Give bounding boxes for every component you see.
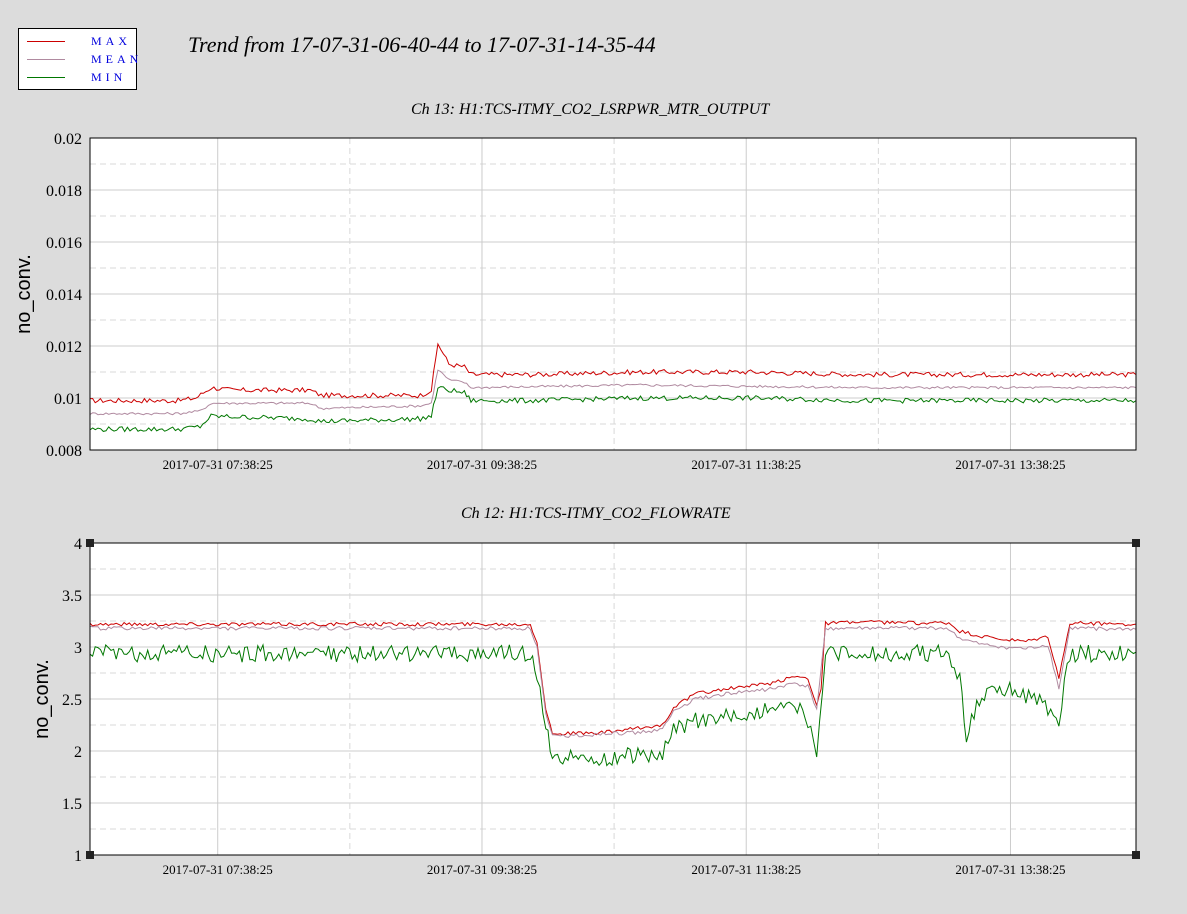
x-tick-label: 2017-07-31 11:38:25 bbox=[691, 862, 801, 877]
legend-item-mean: MEAN bbox=[27, 52, 138, 68]
y-tick-label: 0.018 bbox=[46, 183, 82, 200]
legend-label-mean: MEAN bbox=[91, 52, 143, 66]
legend-label-max: MAX bbox=[91, 34, 132, 48]
y-tick-label: 0.02 bbox=[54, 131, 82, 148]
resize-handle[interactable] bbox=[1132, 851, 1140, 859]
resize-handle[interactable] bbox=[86, 539, 94, 547]
y-tick-label: 0.016 bbox=[46, 235, 82, 252]
y-tick-label: 0.014 bbox=[46, 287, 82, 304]
x-tick-label: 2017-07-31 13:38:25 bbox=[955, 457, 1065, 472]
legend-swatch-min bbox=[27, 77, 65, 78]
y-tick-label: 1 bbox=[74, 848, 82, 865]
series-line-min bbox=[89, 643, 1137, 767]
y-tick-label: 1.5 bbox=[62, 796, 82, 813]
y-tick-label: 0.01 bbox=[54, 391, 82, 408]
page-title: Trend from 17-07-31-06-40-44 to 17-07-31… bbox=[188, 32, 656, 57]
y-tick-label: 0.008 bbox=[46, 443, 82, 460]
y-tick-label: 2.5 bbox=[62, 692, 82, 709]
y-tick-label: 3 bbox=[74, 640, 82, 657]
legend-item-min: MIN bbox=[27, 70, 137, 86]
x-tick-label: 2017-07-31 07:38:25 bbox=[163, 862, 273, 877]
chart-2-title: Ch 12: H1:TCS-ITMY_CO2_FLOWRATE bbox=[461, 505, 731, 522]
legend-item-max: MAX bbox=[27, 34, 137, 50]
y-tick-label: 0.012 bbox=[46, 339, 82, 356]
chart-1-title: Ch 13: H1:TCS-ITMY_CO2_LSRPWR_MTR_OUTPUT bbox=[411, 101, 770, 118]
series-line-max bbox=[89, 619, 1137, 736]
plot-frame bbox=[89, 542, 1137, 856]
y-tick-label: 4 bbox=[74, 536, 82, 553]
legend: MAX MEAN MIN bbox=[18, 28, 138, 90]
series-line-mean bbox=[89, 369, 1137, 416]
chart-2: 1 1.5 2 2.5 3 3.5 4 2017-07-31 07:38:25 2017-07-… bbox=[31, 536, 1140, 877]
legend-swatch-mean bbox=[27, 59, 65, 60]
legend-swatch-max bbox=[27, 41, 65, 42]
plot-frame bbox=[89, 137, 1137, 451]
x-tick-label: 2017-07-31 11:38:25 bbox=[691, 457, 801, 472]
y-axis-label: no_conv. bbox=[13, 254, 35, 334]
y-tick-label: 3.5 bbox=[62, 588, 82, 605]
x-tick-label: 2017-07-31 09:38:25 bbox=[427, 457, 537, 472]
series-line-min bbox=[89, 386, 1137, 433]
x-tick-label: 2017-07-31 13:38:25 bbox=[955, 862, 1065, 877]
legend-label-min: MIN bbox=[91, 70, 127, 84]
y-axis-label: no_conv. bbox=[31, 659, 53, 739]
series-line-max bbox=[89, 342, 1137, 404]
resize-handle[interactable] bbox=[86, 851, 94, 859]
resize-handle[interactable] bbox=[1132, 539, 1140, 547]
x-tick-label: 2017-07-31 09:38:25 bbox=[427, 862, 537, 877]
x-tick-label: 2017-07-31 07:38:25 bbox=[163, 457, 273, 472]
series-line-mean bbox=[89, 625, 1137, 738]
chart-1: 0.008 0.01 0.012 0.014 0.016 0.018 0.02 2017-07… bbox=[13, 131, 1137, 472]
y-tick-label: 2 bbox=[74, 744, 82, 761]
